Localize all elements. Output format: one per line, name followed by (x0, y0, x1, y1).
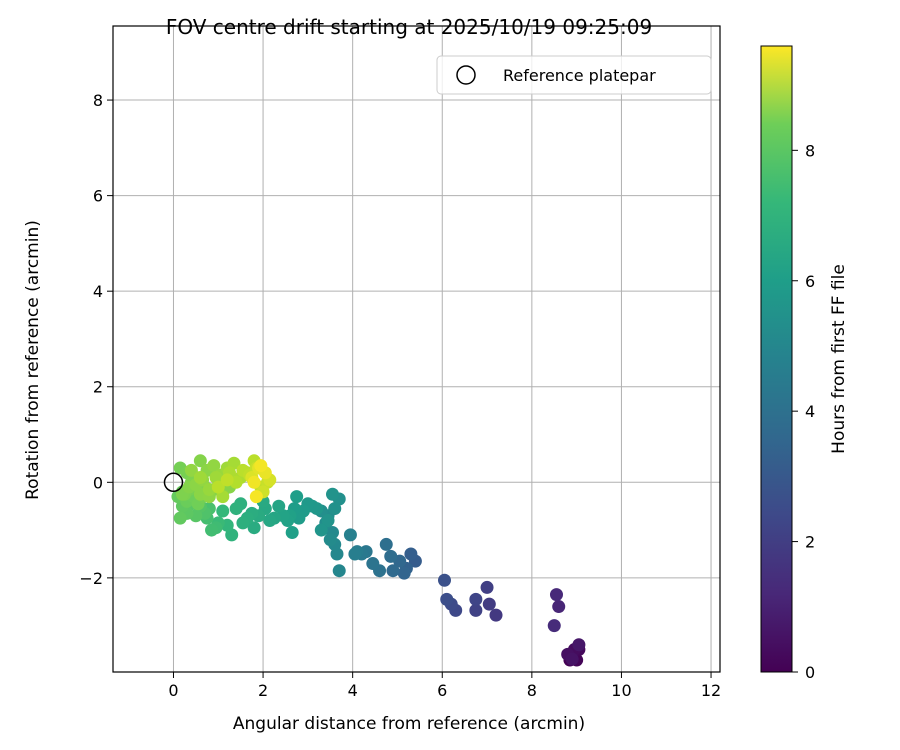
legend-label: Reference platepar (503, 66, 656, 85)
y-axis-label: Rotation from reference (arcmin) (23, 220, 43, 500)
x-tick-label: 0 (168, 681, 178, 700)
data-point (173, 511, 187, 525)
data-point (193, 454, 207, 468)
data-point (404, 547, 418, 561)
data-point (285, 525, 299, 539)
x-tick-label: 10 (611, 681, 631, 700)
data-point (247, 521, 261, 535)
data-point (386, 564, 400, 578)
y-tick-label: 0 (93, 473, 103, 492)
y-tick-label: 4 (93, 282, 103, 301)
legend-box (436, 55, 712, 95)
data-point (328, 502, 342, 516)
data-point (236, 516, 250, 530)
data-point (440, 592, 454, 606)
x-tick-label: 6 (437, 681, 447, 700)
data-point (379, 537, 393, 551)
x-tick-label: 8 (527, 681, 537, 700)
colorbar-label: Hours from first FF file (829, 264, 849, 454)
legend: Reference platepar (436, 55, 712, 95)
data-point (469, 592, 483, 606)
x-tick-label: 12 (701, 681, 721, 700)
data-point (254, 459, 268, 473)
data-point (549, 588, 563, 602)
data-point (205, 523, 219, 537)
data-point (348, 547, 362, 561)
x-tick-label: 2 (258, 681, 268, 700)
data-point (482, 597, 496, 611)
data-point (249, 490, 263, 504)
data-point (193, 471, 207, 485)
colorbar-tick-label: 6 (805, 272, 815, 291)
colorbar (760, 45, 793, 673)
data-point (216, 504, 230, 518)
data-point (343, 528, 357, 542)
x-axis-label: Angular distance from reference (arcmin) (233, 714, 585, 734)
data-point (572, 638, 586, 652)
data-point (314, 523, 328, 537)
data-point (547, 619, 561, 633)
data-point (321, 514, 335, 528)
y-tick-label: 8 (93, 91, 103, 110)
colorbar-tick-label: 2 (805, 533, 815, 552)
data-point (489, 608, 503, 622)
data-point (565, 652, 579, 666)
data-point (480, 580, 494, 594)
data-point (326, 487, 340, 501)
reference-point (163, 472, 184, 493)
scatter-points (171, 454, 586, 667)
data-point (397, 566, 411, 580)
grid (113, 26, 720, 672)
data-point (272, 499, 286, 513)
colorbar-tick-label: 8 (805, 141, 815, 160)
chart-title: FOV centre drift starting at 2025/10/19 … (166, 15, 652, 39)
data-point (323, 533, 337, 547)
data-point (207, 459, 221, 473)
data-point (552, 600, 566, 614)
data-point (184, 463, 198, 477)
colorbar-ticks: 0 2 4 6 8 (792, 141, 815, 682)
data-point (263, 514, 277, 528)
reference-marker (163, 472, 184, 493)
y-axis-ticks: −2 0 2 4 6 8 (79, 91, 113, 588)
x-axis-ticks: 0 2 4 6 8 10 12 (168, 672, 721, 700)
data-point (332, 564, 346, 578)
data-point (469, 603, 483, 617)
data-point (437, 573, 451, 587)
data-point (229, 502, 243, 516)
data-point (290, 490, 304, 504)
x-tick-label: 4 (348, 681, 358, 700)
y-tick-label: −2 (79, 569, 103, 588)
plot-frame (112, 25, 721, 673)
data-point (220, 473, 234, 487)
y-tick-label: 2 (93, 378, 103, 397)
data-point (211, 480, 225, 494)
colorbar-tick-label: 4 (805, 402, 815, 421)
y-tick-label: 6 (93, 187, 103, 206)
data-point (366, 557, 380, 571)
data-point (247, 475, 261, 489)
data-point (384, 549, 398, 563)
legend-marker-icon (456, 65, 476, 85)
colorbar-tick-label: 0 (805, 663, 815, 682)
